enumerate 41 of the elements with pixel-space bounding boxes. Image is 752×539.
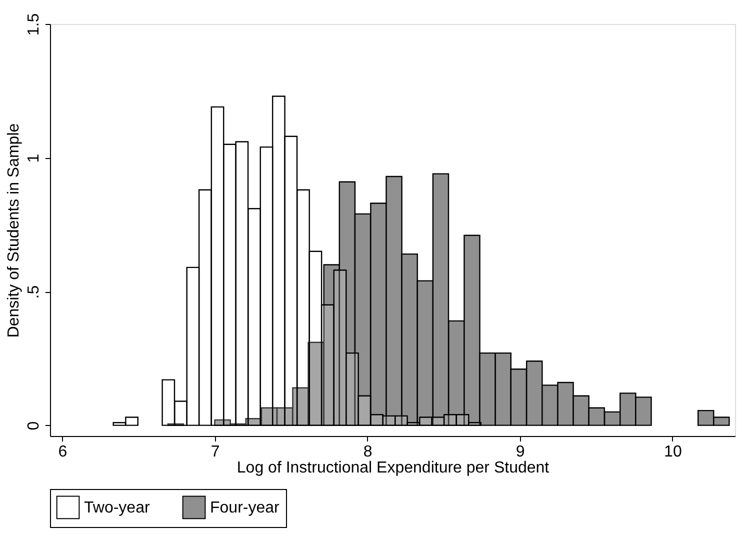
bar — [419, 416, 432, 426]
x-tick-label: 10 — [664, 444, 682, 460]
bar — [468, 422, 482, 426]
y-tick-label: 1.5 — [26, 13, 42, 36]
bar — [431, 416, 445, 426]
y-tick-label: .5 — [26, 285, 42, 299]
bar — [284, 136, 298, 426]
bar — [186, 266, 200, 426]
bar — [272, 96, 286, 426]
bar — [333, 270, 347, 426]
bar — [382, 415, 396, 426]
bar — [320, 304, 334, 426]
y-tick-label: 1 — [26, 154, 42, 163]
bar — [456, 414, 470, 426]
bar — [198, 189, 212, 426]
x-tick-label: 9 — [516, 444, 525, 460]
bar — [406, 422, 420, 426]
bar — [394, 415, 408, 426]
y-axis-title: Density of Students in Sample — [6, 123, 22, 338]
bar — [346, 352, 359, 426]
bar — [370, 414, 384, 426]
y-tick-label: 0 — [26, 421, 42, 430]
bar — [174, 400, 188, 426]
x-tick-label: 6 — [58, 444, 68, 460]
bar — [443, 414, 457, 426]
bar — [296, 189, 310, 426]
bar — [112, 422, 126, 426]
legend-label: Four-year — [210, 499, 280, 516]
bar — [210, 106, 224, 426]
legend-label: Two-year — [84, 499, 150, 516]
x-tick-label: 8 — [363, 444, 372, 460]
bar — [248, 208, 261, 426]
x-axis-title: Log of Instructional Expenditure per Student — [236, 460, 550, 476]
bar — [260, 146, 274, 426]
bar — [223, 144, 236, 426]
bar — [358, 395, 372, 426]
bar — [308, 250, 322, 426]
bar — [125, 416, 138, 426]
bar — [235, 141, 249, 426]
bar — [162, 379, 176, 426]
x-tick-label: 7 — [210, 444, 220, 460]
